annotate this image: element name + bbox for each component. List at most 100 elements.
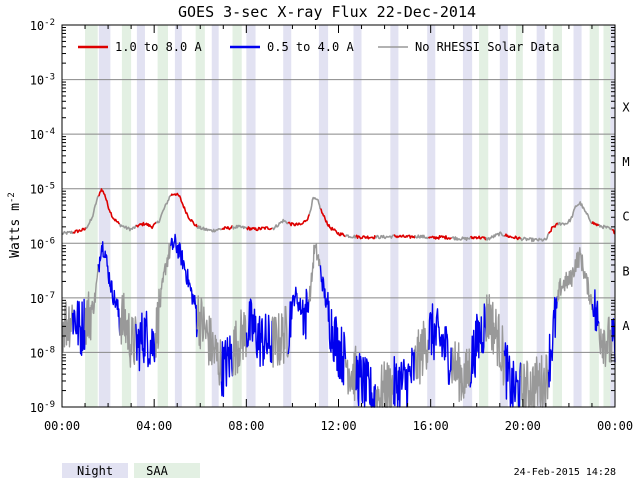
night-band <box>136 25 145 407</box>
series-long-wavelength-line <box>61 230 74 235</box>
saa-band <box>85 25 98 407</box>
series-short-wavelength-line <box>520 354 550 408</box>
saa-band <box>232 25 242 407</box>
series-short-wavelength-line <box>287 286 310 355</box>
series-long-wavelength-line <box>72 227 87 234</box>
y-tick-label: 10-2 <box>30 18 55 33</box>
y-tick-label: 10-3 <box>30 73 55 88</box>
night-band <box>211 25 219 407</box>
night-band <box>246 25 256 407</box>
series-short-wavelength-line <box>232 309 248 376</box>
saa-band <box>603 25 611 407</box>
chart-title: GOES 3-sec X-ray Flux 22-Dec-2014 <box>178 3 476 21</box>
series-long-wavelength-line <box>374 234 395 240</box>
series-short-wavelength-line <box>598 316 613 368</box>
flare-class-label: C <box>622 210 629 224</box>
night-band <box>390 25 399 407</box>
series-short-wavelength-line <box>503 342 522 408</box>
y-tick-label: 10-5 <box>30 182 55 197</box>
night-band <box>353 25 362 407</box>
series-short-wavelength-line <box>220 335 234 398</box>
y-axis-label: Watts m-2 <box>7 192 23 258</box>
y-tick-label: 10-4 <box>30 127 55 142</box>
series-long-wavelength-line <box>287 213 311 227</box>
series-short-wavelength-line <box>196 295 223 386</box>
series-long-wavelength-line <box>308 196 322 215</box>
flare-class-label: B <box>622 264 629 278</box>
series-short-wavelength-line <box>344 345 357 402</box>
y-tick-label: 10-9 <box>30 400 55 415</box>
series-long-wavelength-line <box>451 236 472 241</box>
series-short-wavelength-line <box>135 310 157 372</box>
series-long-wavelength-line <box>485 231 505 241</box>
x-tick-label: 04:00 <box>136 419 172 433</box>
night-band <box>462 25 473 407</box>
series-long-wavelength-line <box>196 225 222 233</box>
night-band <box>427 25 436 407</box>
series-long-wavelength-line <box>135 221 157 230</box>
saa-band <box>589 25 599 407</box>
x-tick-label: 16:00 <box>413 419 449 433</box>
series-short-wavelength-line <box>71 298 86 356</box>
series-long-wavelength-line <box>221 225 233 231</box>
generation-timestamp: 24-Feb-2015 14:28 <box>514 467 616 478</box>
series-short-wavelength-line <box>119 292 137 368</box>
series-short-wavelength-line <box>485 294 506 386</box>
x-axis-ticks: 00:00 04:00 08:00 12:00 16:00 20:00 00:00 <box>44 25 633 433</box>
series-long-wavelength-line <box>611 228 616 235</box>
night-band <box>536 25 545 407</box>
series-long-wavelength-line <box>118 223 137 232</box>
night-band <box>174 25 182 407</box>
x-tick-label: 00:00 <box>597 419 633 433</box>
saa-band <box>479 25 489 407</box>
series-short-wavelength-line <box>308 243 321 303</box>
legend-label: No RHESSI Solar Data <box>415 40 560 54</box>
night-legend-label: Night <box>77 464 113 478</box>
series-short-wavelength-line <box>591 289 600 332</box>
series-long-wavelength-line <box>272 218 289 231</box>
series-short-wavelength-line <box>154 243 172 358</box>
y-tick-label: 10-6 <box>30 236 55 251</box>
y-axis-label-exponent: -2 <box>7 192 17 203</box>
series-long-wavelength-line <box>320 208 346 238</box>
series-short-wavelength-line <box>547 296 559 388</box>
legend-label: 1.0 to 8.0 A <box>115 40 202 54</box>
series-long-wavelength-line <box>170 192 198 228</box>
series-long-wavelength-line <box>598 224 613 231</box>
night-band <box>499 25 508 407</box>
series-short-wavelength-line <box>84 264 99 345</box>
series-short-wavelength-line <box>427 303 453 385</box>
series-short-wavelength-line <box>557 246 594 311</box>
series-short-wavelength-line <box>319 265 347 386</box>
series-short-wavelength-line <box>245 298 273 367</box>
series-short-wavelength-line <box>450 341 471 403</box>
series-long-wavelength-line <box>548 222 559 234</box>
series-long-wavelength-line <box>393 234 416 239</box>
y-axis-label-text: Watts m <box>8 203 23 258</box>
saa-band <box>515 25 523 407</box>
x-tick-label: 12:00 <box>320 419 356 433</box>
series-short-wavelength-line <box>169 233 198 338</box>
night-saa-shading <box>85 25 615 407</box>
series-long-wavelength-line <box>520 233 550 243</box>
series-short-wavelength-line <box>355 353 377 408</box>
saa-band <box>157 25 168 407</box>
x-tick-label: 20:00 <box>505 419 541 433</box>
saa-legend-swatch <box>134 463 200 478</box>
flare-class-label: M <box>622 155 629 169</box>
x-tick-label: 08:00 <box>228 419 264 433</box>
series-long-wavelength-line <box>98 188 121 225</box>
series-short-wavelength-line <box>393 347 416 408</box>
series-long-wavelength-line <box>155 195 172 224</box>
series-long-wavelength-line <box>246 226 273 232</box>
series-short-wavelength-line <box>97 241 121 336</box>
flare-class-labels: X M C B A <box>622 101 630 333</box>
flare-class-label: X <box>622 101 630 115</box>
series-long-wavelength-line <box>85 195 100 229</box>
series-long-wavelength-line <box>414 234 430 240</box>
series-long-wavelength-line <box>344 234 357 239</box>
series-short-wavelength-line <box>414 320 430 385</box>
night-band <box>573 25 582 407</box>
